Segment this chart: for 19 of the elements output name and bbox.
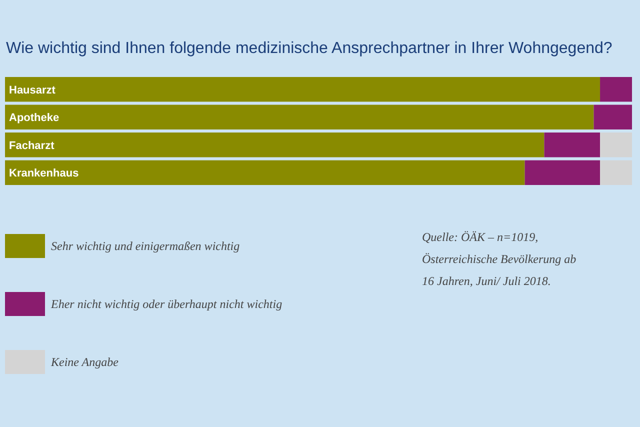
legend-label: Eher nicht wichtig oder überhaupt nicht wichtig — [50, 297, 282, 311]
bar — [5, 160, 525, 185]
bar — [594, 104, 632, 130]
y-tick-label: Facharzt — [9, 140, 55, 152]
bar — [5, 104, 594, 130]
legend-label: Sehr wichtig und einigermaßen wichtig — [51, 239, 240, 253]
bar — [600, 160, 632, 185]
chart-title: Wie wichtig sind Ihnen folgende medizinische Ansprechpartner in Ihrer Wohngegend? — [6, 40, 612, 57]
bar — [5, 77, 600, 102]
y-tick-label: Krankenhaus — [9, 168, 79, 180]
bar — [524, 160, 600, 185]
bar — [5, 132, 544, 158]
bar — [600, 132, 632, 158]
legend-label: Keine Angabe — [50, 355, 120, 369]
bar — [544, 132, 600, 158]
y-tick-label: Apotheke — [9, 112, 60, 124]
y-tick-label: Hausarzt — [9, 84, 56, 96]
bar — [600, 77, 632, 102]
source-note: Quelle: ÖÄK – n=1019, Österreichische Bevölkerung ab 16 Jahren, Juni/ Juli 2018. — [422, 230, 576, 288]
